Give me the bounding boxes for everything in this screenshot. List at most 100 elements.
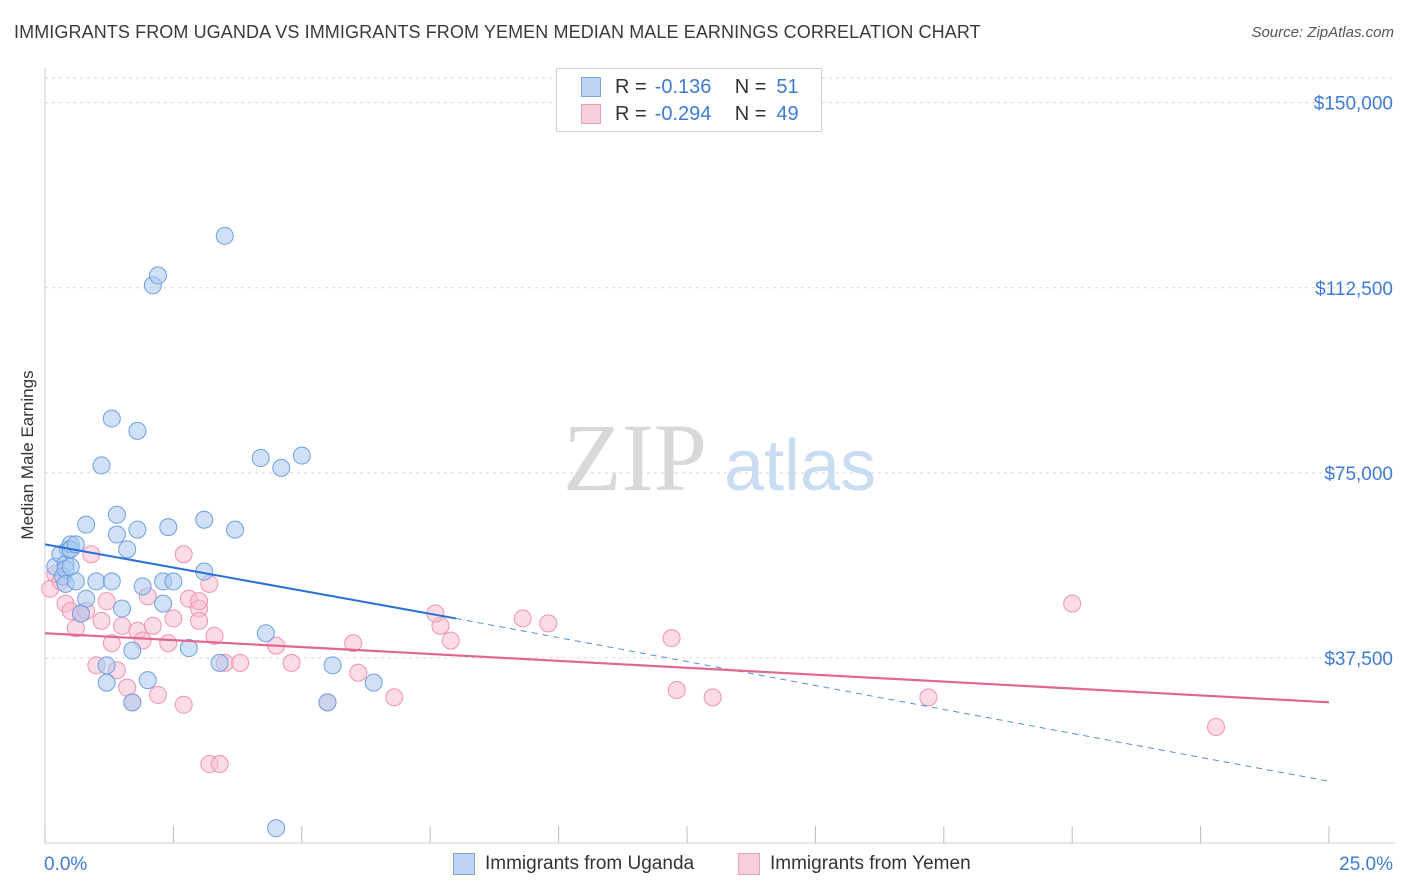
yemen-point: [174, 545, 193, 564]
legend-n-value: 49: [776, 102, 799, 125]
uganda-point: [123, 641, 142, 660]
uganda-point: [267, 819, 286, 838]
uganda-point: [272, 458, 291, 477]
uganda-point: [226, 520, 245, 539]
uganda-point: [154, 594, 173, 613]
legend-n-label: N =: [734, 75, 767, 98]
legend-r-label: R =: [615, 75, 647, 98]
uganda-point: [159, 518, 178, 537]
yemen-point: [1207, 718, 1226, 737]
uganda-trendline-extension: [455, 617, 1330, 782]
uganda-point: [107, 505, 126, 524]
uganda-point: [364, 673, 383, 692]
yemen-point: [159, 634, 178, 653]
bottom-legend-uganda: Immigrants from Uganda: [453, 852, 694, 876]
uganda-point: [256, 624, 275, 643]
yemen-point: [703, 688, 722, 707]
yemen-point: [385, 688, 404, 707]
legend-n-label: N =: [734, 102, 767, 125]
yemen-point: [1063, 594, 1082, 613]
legend-swatch-yemen: [581, 104, 601, 124]
yemen-point: [662, 629, 681, 648]
chart-title: IMMIGRANTS FROM UGANDA VS IMMIGRANTS FRO…: [14, 22, 981, 42]
y-tick-label: $75,000: [1324, 464, 1393, 485]
uganda-point: [148, 266, 167, 285]
y-tick-label: $112,500: [1315, 279, 1393, 300]
uganda-points: [46, 226, 383, 838]
yemen-point: [513, 609, 532, 628]
correlation-legend: R = -0.136 N = 51 R = -0.294 N = 49: [556, 68, 822, 132]
yemen-point: [143, 616, 162, 635]
yemen-point: [97, 592, 116, 611]
yemen-point: [667, 681, 686, 699]
uganda-point: [292, 446, 311, 465]
yemen-point: [344, 634, 363, 653]
yemen-point: [148, 685, 167, 704]
uganda-point: [97, 673, 116, 692]
uganda-point: [133, 577, 152, 596]
yemen-point: [164, 609, 183, 628]
tick-labels: $37,500 $75,000 $112,500 $150,000 0.0% 25.0%: [44, 94, 1393, 875]
yemen-point: [282, 653, 301, 672]
uganda-point: [61, 557, 80, 576]
bottom-legend-label-yemen: Immigrants from Yemen: [770, 853, 971, 874]
uganda-point: [118, 540, 137, 559]
yemen-point: [190, 592, 209, 611]
uganda-point: [179, 639, 198, 658]
uganda-point: [251, 449, 270, 468]
yemen-point: [102, 634, 121, 653]
source-label: Source: ZipAtlas.com: [1251, 24, 1394, 41]
uganda-point: [195, 510, 214, 529]
x-tick-label-max: 25.0%: [1339, 854, 1393, 875]
y-tick-label: $150,000: [1314, 94, 1393, 115]
yemen-point: [919, 688, 938, 707]
axes: [44, 68, 1395, 844]
yemen-point: [539, 614, 558, 633]
legend-r-value: -0.294: [654, 102, 712, 125]
uganda-point: [323, 656, 342, 675]
uganda-point: [123, 693, 142, 712]
bottom-legend-swatch-yemen: [738, 853, 760, 875]
yemen-point: [441, 631, 460, 650]
yemen-point: [174, 695, 193, 714]
yemen-point: [210, 755, 229, 774]
yemen-point: [113, 616, 132, 635]
uganda-point: [128, 421, 147, 440]
uganda-point: [102, 572, 121, 591]
uganda-point: [97, 656, 116, 675]
bottom-legend-swatch-uganda: [453, 853, 475, 875]
uganda-point: [215, 226, 234, 245]
bottom-legend-label-uganda: Immigrants from Uganda: [485, 853, 695, 874]
uganda-point: [210, 653, 229, 672]
x-tick-label-min: 0.0%: [44, 854, 87, 875]
grid-lines: [45, 77, 1395, 659]
uganda-point: [318, 693, 337, 712]
trendlines: [44, 543, 1330, 782]
uganda-trendline: [44, 543, 457, 620]
legend-r-value: -0.136: [654, 75, 712, 98]
legend-swatch-uganda: [581, 77, 601, 97]
yemen-point: [92, 611, 111, 630]
uganda-point: [77, 515, 96, 534]
uganda-point: [113, 599, 132, 618]
uganda-point: [92, 456, 111, 475]
uganda-point: [138, 671, 157, 690]
legend-row-uganda: R = -0.136 N = 51: [581, 75, 799, 99]
yemen-point: [190, 611, 209, 630]
y-tick-label: $37,500: [1324, 649, 1393, 670]
uganda-point: [107, 525, 126, 544]
legend-n-value: 51: [776, 75, 799, 98]
uganda-point: [77, 589, 96, 608]
uganda-point: [164, 572, 183, 591]
yemen-trendline: [44, 632, 1330, 704]
watermark-zip: ZIP: [563, 404, 707, 511]
bottom-legend-yemen: Immigrants from Yemen: [738, 852, 971, 876]
uganda-point: [87, 572, 106, 591]
legend-row-yemen: R = -0.294 N = 49: [581, 102, 799, 126]
legend-r-label: R =: [615, 102, 647, 125]
uganda-point: [102, 409, 121, 428]
yemen-point: [205, 626, 224, 645]
uganda-point: [128, 520, 147, 539]
yemen-point: [231, 653, 250, 672]
